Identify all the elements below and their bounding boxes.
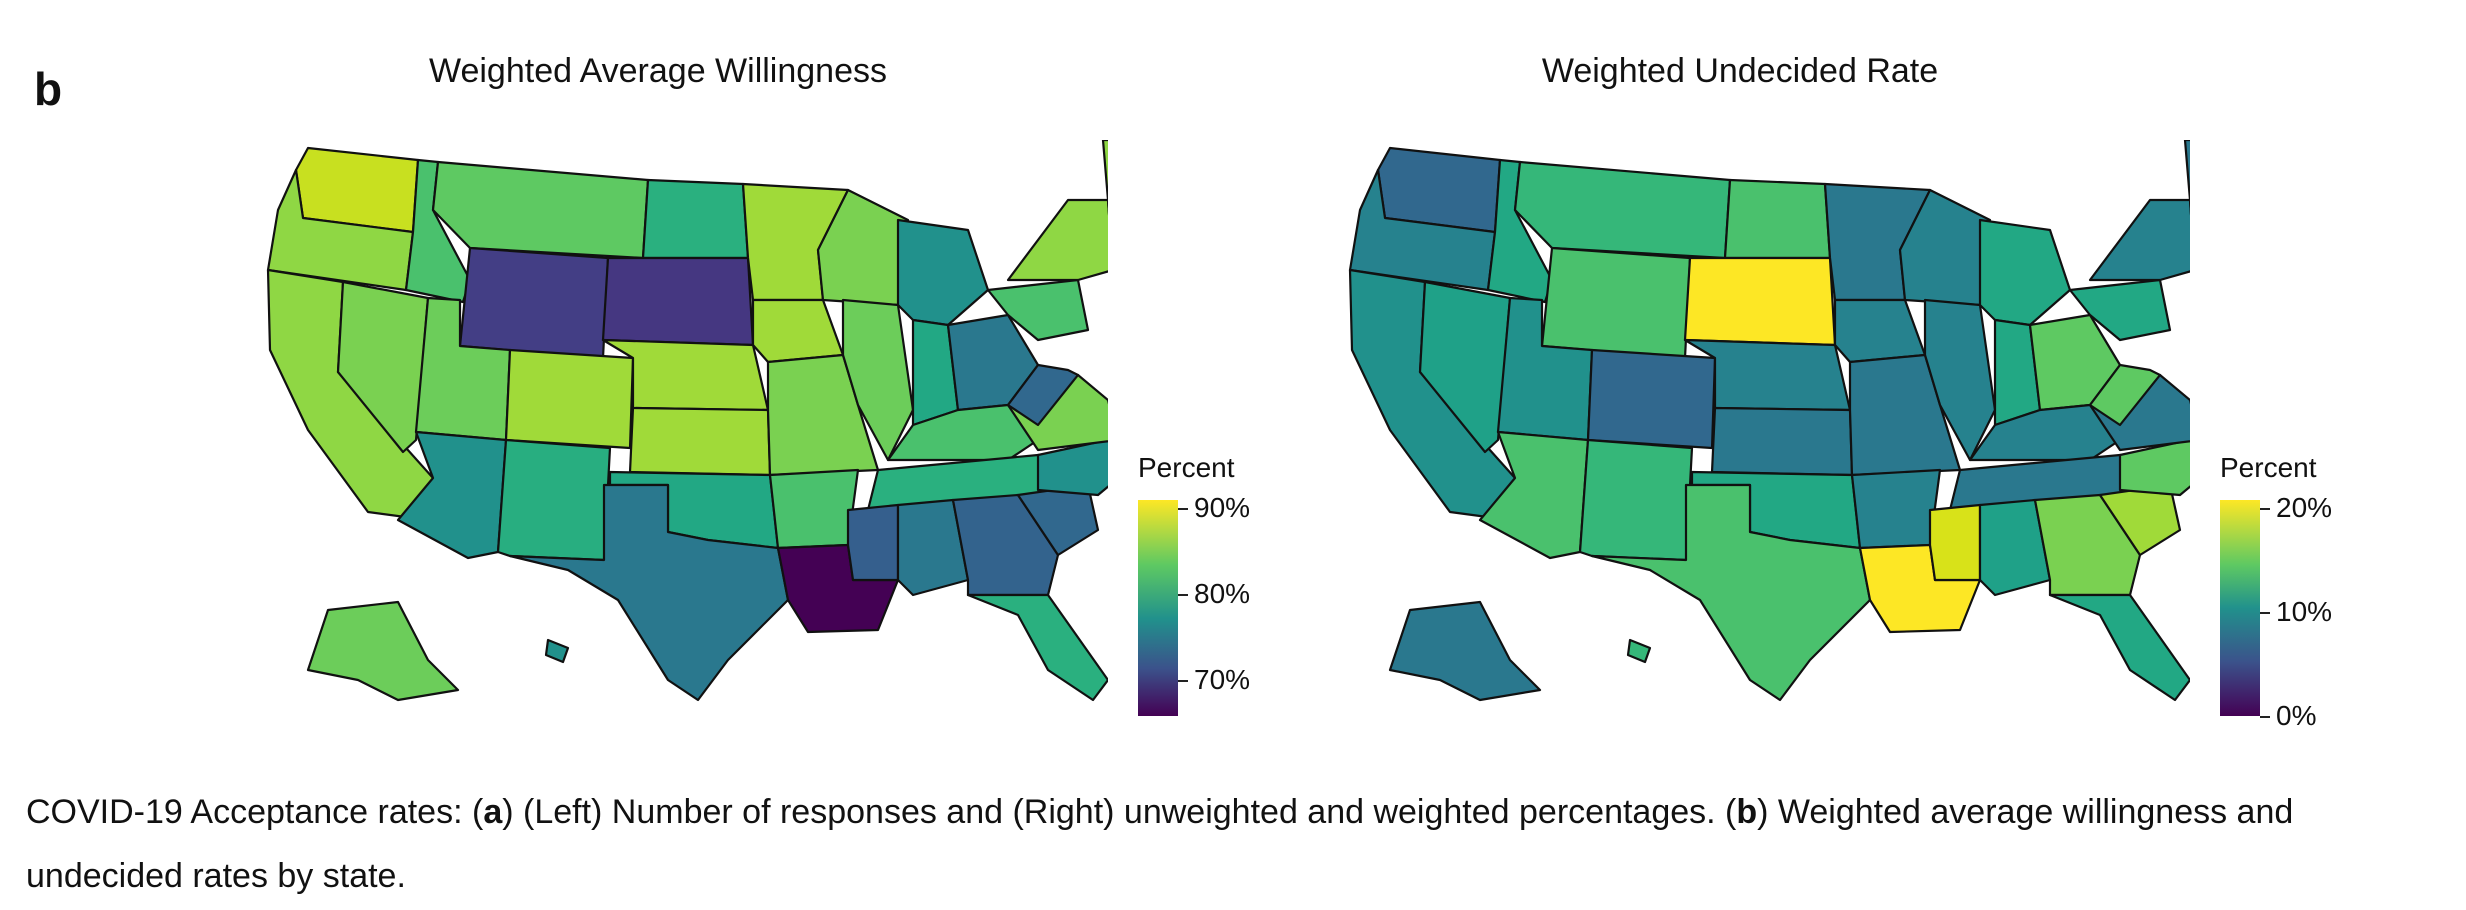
state-nm xyxy=(1578,438,1694,562)
state-wv xyxy=(2088,363,2162,427)
legend-title: Percent xyxy=(1138,452,1235,483)
state-ak xyxy=(306,600,460,702)
legend-label-mid: 80% xyxy=(1194,578,1251,609)
state-sd xyxy=(1683,256,1837,347)
state-ny xyxy=(2088,198,2190,282)
state-al xyxy=(1978,498,2052,597)
legend-colorbar xyxy=(1138,500,1178,716)
state-hi xyxy=(544,638,570,664)
legend-willingness: Percent 90% 80% 70% xyxy=(1138,452,1338,716)
state-ms xyxy=(846,503,900,582)
state-ny xyxy=(1006,198,1108,282)
state-ak xyxy=(1388,600,1542,702)
legend-title: Percent xyxy=(2220,452,2317,483)
state-ia xyxy=(751,298,845,364)
us-map-willingness xyxy=(266,140,1108,702)
state-ar xyxy=(1850,468,1942,550)
legend-colorbar xyxy=(2220,500,2260,716)
us-map-undecided xyxy=(1348,140,2190,702)
state-fl xyxy=(966,593,1108,702)
legend-label-low: 0% xyxy=(2276,700,2317,731)
state-ks xyxy=(1710,406,1854,477)
state-wy xyxy=(458,246,610,360)
state-me xyxy=(1101,140,1108,202)
state-co xyxy=(1586,348,1717,450)
state-sd xyxy=(601,256,755,347)
figure-caption: COVID-19 Acceptance rates: (a) (Left) Nu… xyxy=(26,793,2294,895)
state-wv xyxy=(1006,363,1080,427)
legend-undecided: Percent 20% 10% 0% xyxy=(2220,452,2420,731)
state-ks xyxy=(628,406,772,477)
state-al xyxy=(896,498,970,597)
state-nm xyxy=(496,438,612,562)
state-me xyxy=(2183,140,2190,202)
state-wy xyxy=(1540,246,1692,360)
state-tx xyxy=(1590,483,1872,702)
state-ia xyxy=(1833,298,1927,364)
legend-label-high: 90% xyxy=(1194,492,1251,523)
state-mi xyxy=(896,218,990,327)
legend-label-low: 70% xyxy=(1194,664,1251,695)
state-ms xyxy=(1928,503,1982,582)
state-pa xyxy=(986,278,1090,342)
state-ar xyxy=(768,468,860,550)
map-title-willingness: Weighted Average Willingness xyxy=(428,52,887,90)
state-nv xyxy=(336,280,430,454)
state-pa xyxy=(2068,278,2172,342)
state-mt xyxy=(431,160,650,260)
legend-label-mid: 10% xyxy=(2276,596,2333,627)
state-nd xyxy=(641,178,750,260)
legend-label-high: 20% xyxy=(2276,492,2333,523)
state-tx xyxy=(508,483,790,702)
panel-letter: b xyxy=(34,63,63,115)
map-title-undecided: Weighted Undecided Rate xyxy=(1541,52,1939,90)
state-co xyxy=(504,348,635,450)
state-nd xyxy=(1723,178,1832,260)
state-nv xyxy=(1418,280,1512,454)
state-mt xyxy=(1513,160,1732,260)
state-mi xyxy=(1978,218,2072,327)
state-fl xyxy=(2048,593,2190,702)
state-hi xyxy=(1626,638,1652,664)
